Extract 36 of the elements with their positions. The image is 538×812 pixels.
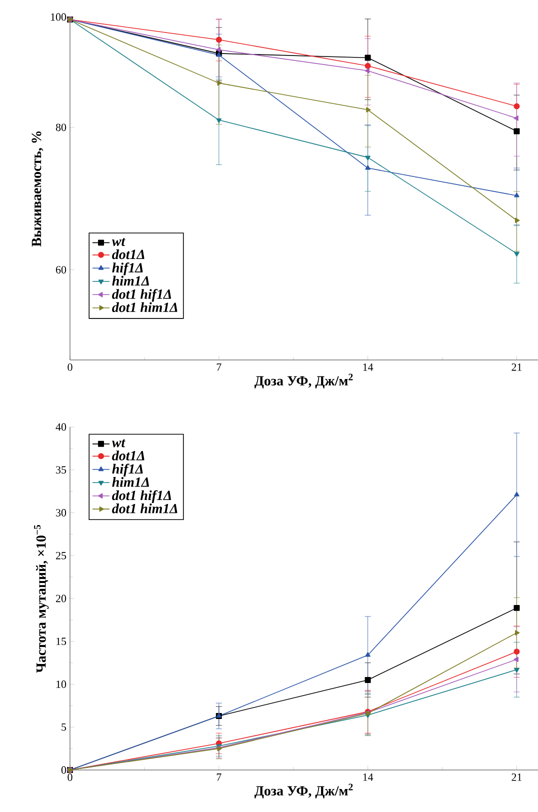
y-tick-label: 35 <box>56 466 66 474</box>
x-tick-label: 21 <box>512 363 522 371</box>
x-axis-title: Доза УФ, Дж/м$^{2}$ <box>254 784 353 798</box>
y-tick-label: 30 <box>56 509 66 516</box>
legend-label: dot1 him1Δ <box>112 503 178 514</box>
y-tick-label: 5 <box>62 723 66 731</box>
y-tick-label: 40 <box>56 423 66 431</box>
legend-label: dot1Δ <box>112 450 144 460</box>
legend-label: dot1 hif1Δ <box>112 288 171 302</box>
y-tick-label: 10 <box>56 680 66 688</box>
legend-label: wt <box>112 439 126 448</box>
y-tick-label: 20 <box>56 594 66 602</box>
x-axis-title: Доза УФ, Дж/м$^{2}$ <box>254 374 353 388</box>
y-tick-label: 60 <box>56 266 66 274</box>
x-tick-label: 21 <box>512 774 522 781</box>
legend-label: wt <box>112 238 126 246</box>
x-tick-label: 7 <box>216 363 222 371</box>
x-tick-label: 0 <box>68 364 72 371</box>
legend-label: him1Δ <box>112 477 149 487</box>
legend-label: him1Δ <box>112 276 149 286</box>
legend-label: dot1 him1Δ <box>112 302 178 312</box>
y-tick-label: 80 <box>56 124 66 132</box>
legend-label: dot1 hif1Δ <box>112 490 171 503</box>
y-tick-label: 25 <box>56 552 66 560</box>
y-tick-label: 15 <box>56 638 66 646</box>
y-tick-label: 100 <box>50 13 66 21</box>
y-axis-title: Частота мутаций, ×10$^{−5}$ <box>34 524 49 673</box>
x-tick-label: 7 <box>216 774 222 781</box>
x-tick-label: 14 <box>363 774 374 781</box>
y-axis-title: Выживаемость, % <box>32 131 44 247</box>
legend-label: dot1Δ <box>112 249 144 260</box>
x-tick-label: 0 <box>68 774 72 781</box>
y-tick-label: 0 <box>61 766 66 774</box>
legend-label: hif1Δ <box>112 262 143 276</box>
legend-label: hif1Δ <box>112 464 143 477</box>
x-tick-label: 14 <box>363 363 374 371</box>
